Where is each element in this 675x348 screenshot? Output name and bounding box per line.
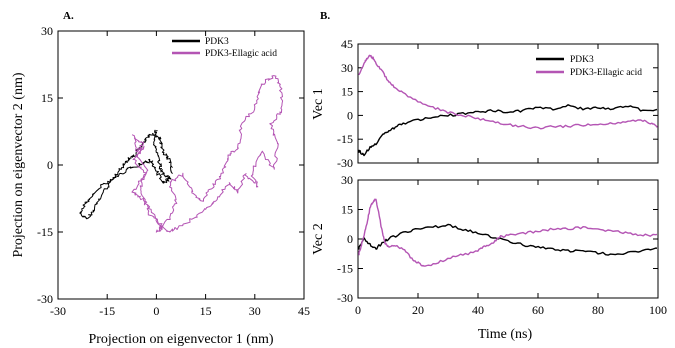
- panel-b-top-axes-frame: [357, 43, 659, 164]
- panel-a-xlabel: Projection on eigenvector 1 (nm): [88, 332, 273, 347]
- panel-b-bottom-ylabel: Vec 2: [311, 223, 326, 255]
- panel-b-bottom-xtick-label: 20: [412, 303, 424, 317]
- panel-a: A. 30 15 0 -15 -30-30 -15 0 15 30 45 Projection o…: [11, 10, 310, 347]
- panel-a-ytick-label: 30: [41, 24, 53, 38]
- panel-a-legend-label-pdk3-ellagic: PDK3-Ellagic acid: [205, 49, 277, 59]
- panel-b-legend-label-pdk3-ellagic: PDK3-Ellagic acid: [570, 68, 642, 78]
- panel-a-ytick-label: 0: [47, 158, 53, 172]
- panel-a-xtick-label: 45: [298, 304, 310, 318]
- panel-a-legend-label-pdk3: PDK3: [205, 37, 229, 47]
- panel-a-xtick-label: 0: [153, 304, 159, 318]
- panel-a-ytick-label: 15: [41, 91, 53, 105]
- panel-a-ytick-label: -15: [37, 225, 53, 239]
- panel-b-bottom-series-pdk3-ellagic-acid-line: [358, 198, 658, 267]
- panel-a-plot-area: [79, 75, 284, 233]
- panel-b-bottom-xtick-label: 40: [472, 303, 484, 317]
- panel-b-top-series-pdk3-ellagic-acid-line: [358, 54, 658, 130]
- panel-a-xtick-label: -30: [50, 304, 66, 318]
- panel-b-bottom-ytick-label: -30: [337, 291, 353, 305]
- panel-b-top-plot-area: [358, 54, 658, 157]
- panel-b-top-ticks: 45 30 15 0 -15 -30: [337, 37, 659, 170]
- panel-a-series-pdk3-ellagic-acid-line: [131, 75, 284, 233]
- panel-b-top-ytick-label: -15: [337, 132, 353, 146]
- panel-b-label: B.: [320, 10, 330, 22]
- panel-b-bottom-xtick-label: 100: [649, 303, 667, 317]
- panel-b-bottom-xtick-label: 80: [592, 303, 604, 317]
- panel-b-top: B. 45 30 15 0 -15 -30 Vec 1 PDK3 PDK3-Ellagic…: [311, 10, 659, 170]
- panel-a-xtick-label: 15: [200, 304, 212, 318]
- panel-b-top-ytick-label: -30: [337, 156, 353, 170]
- panel-a-ytick-label: -30: [37, 292, 53, 306]
- panel-b-bottom-ytick-label: 0: [347, 232, 353, 246]
- panel-a-ticks: 30 15 0 -15 -30-30 -15 0 15 30 45: [37, 24, 310, 318]
- panel-b-top-series-pdk3-line: [358, 104, 658, 157]
- panel-a-ylabel: Projection on eigenvector 2 (nm): [11, 72, 26, 257]
- panel-b-top-ytick-label: 15: [341, 85, 353, 99]
- panel-b-bottom-ytick-label: 15: [341, 203, 353, 217]
- panel-b-bottom-ytick-label: -15: [337, 262, 353, 276]
- panel-a-xtick-label: 30: [249, 304, 261, 318]
- panel-a-legend: PDK3 PDK3-Ellagic acid: [172, 37, 277, 59]
- panel-b-bottom-ytick-label: 30: [341, 173, 353, 187]
- panel-b-top-ylabel: Vec 1: [311, 88, 326, 120]
- panel-a-axes-frame: [57, 30, 305, 300]
- panel-b-bottom-plot-area: [358, 198, 658, 267]
- panel-b-bottom-axes-frame: [357, 179, 659, 299]
- panel-a-xtick-label: -15: [99, 304, 115, 318]
- panel-b-top-ytick-label: 30: [341, 61, 353, 75]
- panel-b-top-ytick-label: 0: [347, 108, 353, 122]
- panel-b-bottom-xlabel: Time (ns): [478, 327, 533, 342]
- panel-a-series-pdk3-line: [79, 129, 173, 220]
- panel-b-legend-label-pdk3: PDK3: [570, 55, 594, 65]
- panel-b-bottom-xtick-label: 60: [532, 303, 544, 317]
- panel-b-bottom-series-pdk3-line: [358, 223, 658, 256]
- panel-a-label: A.: [63, 10, 74, 22]
- panel-b-top-ytick-label: 45: [341, 37, 353, 51]
- panel-b-bottom-xtick-label: 0: [355, 303, 361, 317]
- panel-b-legend: PDK3 PDK3-Ellagic acid: [536, 55, 642, 78]
